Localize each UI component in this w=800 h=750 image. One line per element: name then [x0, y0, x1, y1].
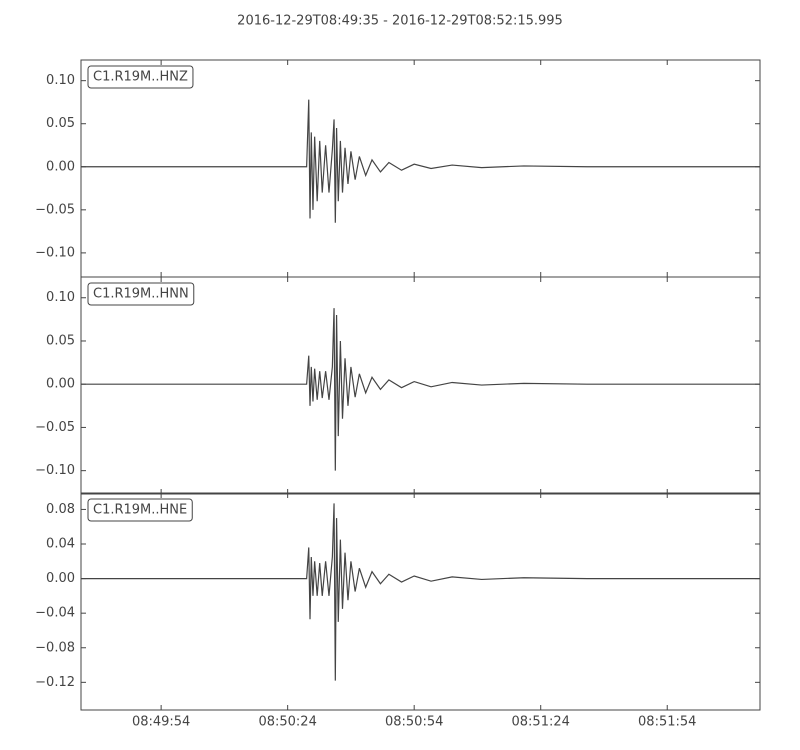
y-tick-label: 0.00	[46, 159, 75, 174]
trace-label-box	[87, 282, 195, 306]
y-tick-label: 0.04	[46, 537, 75, 552]
trace-label: C1.R19M..HNN	[93, 287, 189, 302]
x-tick-label: 08:50:24	[258, 715, 316, 730]
y-tick-label: −0.05	[35, 202, 75, 217]
waveform	[81, 99, 760, 223]
x-tick-label: 08:50:54	[385, 715, 443, 730]
chart-title: 2016-12-29T08:49:35 - 2016-12-29T08:52:1…	[237, 14, 563, 29]
x-tick-label: 08:51:24	[512, 715, 570, 730]
y-tick-label: 0.05	[46, 333, 75, 348]
y-tick-label: −0.10	[35, 245, 75, 260]
waveform	[81, 503, 760, 681]
y-tick-label: 0.00	[46, 571, 75, 586]
plot-frame	[80, 492, 761, 711]
x-tick-label: 08:51:54	[638, 715, 696, 730]
y-tick-label: −0.12	[35, 675, 75, 690]
y-tick-label: −0.04	[35, 606, 75, 621]
y-tick-label: 0.10	[46, 290, 75, 305]
trace-label: C1.R19M..HNZ	[93, 70, 188, 85]
y-tick-label: 0.05	[46, 116, 75, 131]
trace-label: C1.R19M..HNE	[93, 503, 187, 518]
plot-frame	[80, 276, 761, 495]
y-tick-label: −0.10	[35, 463, 75, 478]
y-tick-label: 0.08	[46, 502, 75, 517]
plot-frame	[80, 59, 761, 278]
trace-label-box	[87, 65, 194, 89]
x-tick-label: 08:49:54	[132, 715, 190, 730]
y-tick-label: −0.05	[35, 420, 75, 435]
y-tick-label: 0.00	[46, 377, 75, 392]
y-tick-label: −0.08	[35, 640, 75, 655]
y-tick-label: 0.10	[46, 73, 75, 88]
waveform	[81, 308, 760, 471]
trace-label-box	[87, 498, 193, 522]
